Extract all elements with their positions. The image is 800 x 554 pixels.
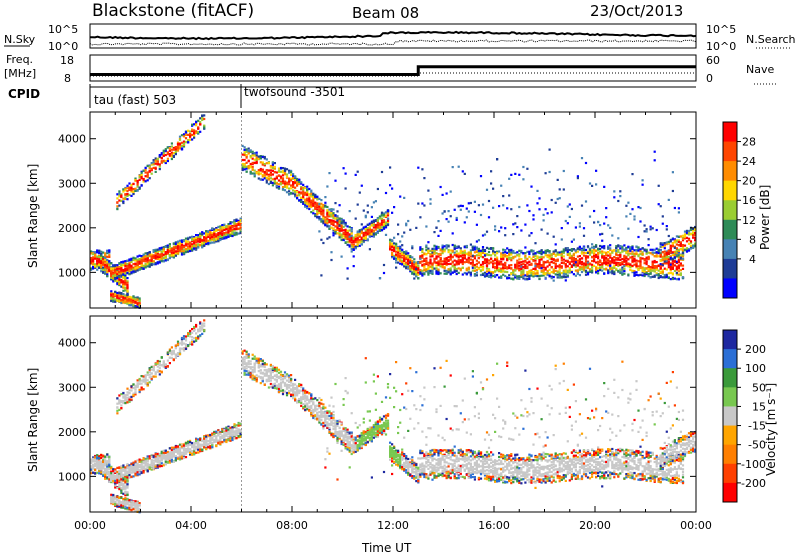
colorbar-tick-label: -50 (748, 439, 766, 452)
colorbar-swatch (723, 161, 737, 182)
x-tick-label: 04:00 (175, 519, 207, 532)
colorbar-swatch (723, 482, 737, 503)
colorbar-swatch (723, 258, 737, 279)
velocity-colorbar-label: Velocity [m s⁻¹] (764, 383, 778, 476)
date-title: 23/Oct/2013 (590, 2, 683, 20)
nave-tick-top: 60 (706, 54, 720, 67)
y-tick-label: 1000 (58, 470, 86, 483)
beam-title: Beam 08 (352, 4, 419, 22)
colorbar-tick-label: 8 (749, 233, 756, 246)
colorbar-swatch (723, 239, 737, 260)
colorbar-tick-label: 16 (742, 194, 756, 207)
colorbar-tick-label: 200 (745, 343, 766, 356)
y-tick-label: 4000 (58, 337, 86, 350)
colorbar-swatch (723, 141, 737, 162)
x-tick-label: 20:00 (579, 519, 611, 532)
velocity-x-ticks: 00:00 04:00 08:00 12:00 16:00 20:00 00:00 (74, 316, 712, 532)
colorbar-tick-label: -100 (741, 458, 766, 471)
power-data (90, 112, 697, 309)
power-panel-frame (89, 111, 697, 309)
freq-panel: Freq. [MHz] 18 8 60 0 Nave (4, 53, 778, 85)
x-tick-label: 12:00 (377, 519, 409, 532)
station-title: Blackstone (fitACF) (92, 1, 254, 21)
colorbar-tick-label: 12 (742, 214, 756, 227)
colorbar-tick-label: -200 (741, 477, 766, 490)
freq-label-line2: [MHz] (4, 67, 36, 80)
power-panel: 1000 2000 3000 4000 Slant Range [km] 28 24 20… (26, 111, 772, 309)
y-tick-label: 2000 (58, 222, 86, 235)
cpid-label: CPID (8, 87, 40, 101)
cpid-panel: CPID tau (fast) 503 twofsound -3501 (8, 84, 696, 108)
colorbar-tick-label: 50 (752, 381, 766, 394)
colorbar-swatch (723, 368, 737, 388)
power-colorbar-label: Power [dB] (758, 185, 772, 250)
colorbar-frame (722, 121, 738, 299)
x-tick-label: 08:00 (276, 519, 308, 532)
y-tick-label: 1000 (58, 266, 86, 279)
power-ylabel: Slant Range [km] (26, 164, 40, 268)
noise-search-line (89, 39, 697, 46)
colorbar-swatch (723, 387, 737, 407)
colorbar-swatch (723, 349, 737, 369)
colorbar-tick-label: 15 (752, 400, 766, 413)
power-y-ticks: 1000 2000 3000 4000 (58, 133, 696, 279)
colorbar-swatch (723, 200, 737, 221)
cpid-mode-0: tau (fast) 503 (94, 93, 176, 107)
noise-search-label: N.Search (746, 33, 796, 46)
y-tick-label: 2000 (58, 426, 86, 439)
y-tick-label: 4000 (58, 133, 86, 146)
noise-tick-right-bottom: 10^0 (706, 40, 736, 53)
colorbar-frame (722, 329, 738, 503)
noise-tick-left-bottom: 10^0 (48, 40, 78, 53)
noise-tick-right-top: 10^5 (706, 23, 736, 36)
freq-label-line1: Freq. (6, 53, 33, 66)
colorbar-tick-label: 100 (745, 362, 766, 375)
noise-panel: N.Sky 10^5 10^0 10^5 10^0 N.Search (4, 23, 796, 53)
power-x-ticks (89, 112, 697, 308)
nave-label: Nave (746, 63, 774, 76)
noise-sky-label: N.Sky (4, 33, 36, 46)
time-axis-label: Time UT (361, 541, 412, 554)
colorbar-tick-label: -15 (748, 420, 766, 433)
colorbar-swatch (723, 406, 737, 427)
colorbar-swatch (723, 463, 737, 484)
noise-sky-line (90, 30, 697, 41)
velocity-panel: 1000 2000 3000 4000 00:00 04:00 08:00 12:00 16:… (26, 315, 778, 554)
colorbar-swatch (723, 278, 737, 299)
cpid-mode-1: twofsound -3501 (244, 85, 345, 99)
velocity-y-ticks: 1000 2000 3000 4000 (58, 337, 696, 483)
colorbar-tick-label: 4 (749, 253, 756, 266)
velocity-ylabel: Slant Range [km] (26, 368, 40, 472)
colorbar-tick-label: 20 (742, 175, 756, 188)
power-colorbar: 28 24 20 16 12 8 4 (722, 121, 756, 299)
freq-line (90, 65, 696, 76)
y-tick-label: 3000 (58, 177, 86, 190)
velocity-colorbar: 200 100 50 15 -15 -50 -100 -200 (722, 329, 766, 503)
colorbar-swatch (723, 180, 737, 201)
colorbar-swatch (723, 444, 737, 465)
colorbar-tick-label: 28 (742, 136, 756, 149)
colorbar-tick-label: 24 (742, 155, 756, 168)
x-tick-label: 16:00 (478, 519, 510, 532)
nave-tick-bottom: 0 (706, 72, 713, 85)
colorbar-swatch (723, 425, 737, 446)
colorbar-swatch (723, 219, 737, 240)
colorbar-swatch (723, 122, 737, 143)
colorbar-swatch (723, 330, 737, 350)
x-tick-label: 00:00 (680, 519, 712, 532)
y-tick-label: 3000 (58, 381, 86, 394)
velocity-data (90, 316, 697, 514)
freq-tick-top: 18 (60, 54, 74, 67)
noise-tick-left-top: 10^5 (48, 23, 78, 36)
x-tick-label: 00:00 (74, 519, 106, 532)
freq-tick-bottom: 8 (64, 72, 71, 85)
